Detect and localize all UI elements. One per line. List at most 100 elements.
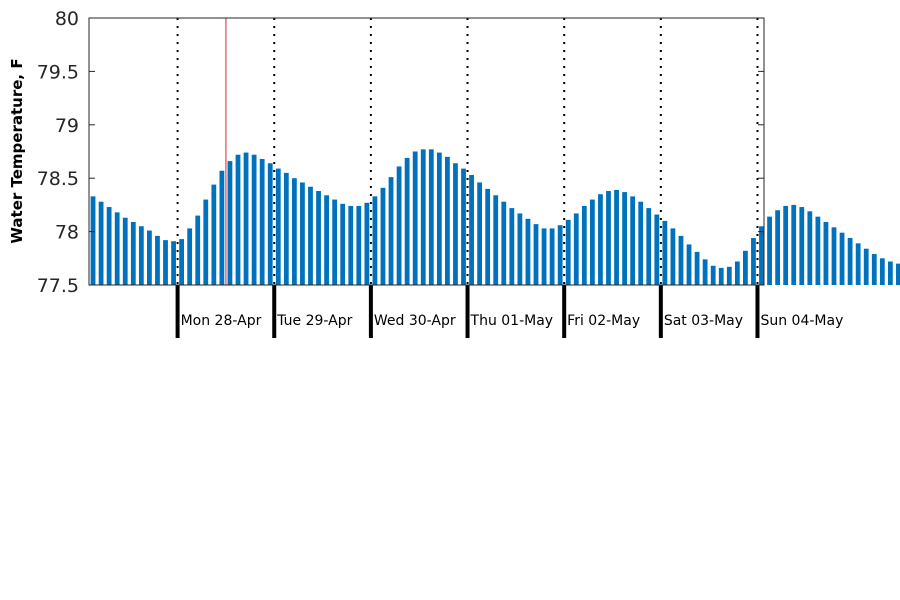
bar [404,157,410,285]
bar [291,178,297,285]
bar [557,225,563,285]
y-tick-label: 79 [55,115,79,137]
bar [630,196,636,285]
bar [348,205,354,285]
day-label: Sun 04-May [760,313,843,329]
bar [485,188,491,285]
bar [259,158,265,285]
bar [316,191,321,285]
bar [251,154,257,285]
bar [364,202,370,285]
bar [767,216,772,285]
bar [702,259,708,285]
bar [718,267,724,285]
bar [380,187,386,285]
bar [807,211,813,285]
bar-series [90,149,900,285]
bar [122,217,128,285]
bar [791,204,797,285]
bar [871,254,877,285]
bar [799,207,805,285]
bar [195,215,201,285]
day-label: Thu 01-May [470,313,554,329]
bar [694,251,700,285]
bar [622,192,627,285]
plot-frame [88,17,765,286]
bar [638,201,644,285]
bar [646,208,652,285]
bar [324,195,329,285]
day-label: Wed 30-Apr [374,313,456,329]
bar [751,238,756,285]
bar [847,238,853,285]
bar [855,243,861,285]
bar [501,201,507,285]
day-label: Fri 02-May [567,313,640,329]
bar [275,168,281,285]
bar [300,182,305,285]
bar [477,182,483,285]
bar [98,201,104,285]
bar [428,149,434,285]
bar [670,228,676,285]
bar [614,189,619,285]
bar [815,216,821,285]
bar [138,226,144,285]
bar [839,232,845,285]
bar [887,261,893,285]
y-axis: 77.5 78 78.5 79 79.5 80 [37,8,764,297]
plot-background [89,18,764,285]
bar [598,194,603,285]
bar [743,250,748,285]
bar [823,221,829,285]
bar [783,205,789,285]
bar [775,210,781,285]
bar [533,224,539,285]
bar [896,263,900,285]
bar [356,205,362,285]
bar [493,195,499,285]
bar [308,186,313,285]
bar [171,241,176,285]
bar [211,184,217,285]
bar [541,228,547,285]
bar [453,163,458,285]
bar [147,230,152,285]
y-tick-label: 77.5 [37,275,79,297]
y-tick-label: 78.5 [37,168,79,190]
bar [831,227,837,285]
bar [509,208,515,285]
day-separators [175,18,760,338]
bar [678,235,684,285]
bar [420,149,426,285]
bar [106,207,112,285]
bar [436,152,442,285]
bar [654,214,660,285]
bar [710,265,716,285]
y-tick-label: 79.5 [37,61,79,83]
bar [606,191,611,285]
bar [879,258,885,285]
bar [163,240,168,285]
bar [283,172,289,285]
day-label: Mon 28-Apr [181,313,262,329]
bar [388,177,394,285]
bar [235,154,241,285]
bar [734,261,740,285]
bar [581,205,587,285]
bar [130,221,136,285]
bar [219,170,225,285]
bar [114,212,120,285]
day-label: Sat 03-May [664,313,743,329]
bar [759,226,764,285]
bar [589,199,595,285]
bar [372,196,378,285]
bar [227,161,233,285]
x-axis-day-labels: Mon 28-Apr Tue 29-Apr Wed 30-Apr Thu 01-May… [181,313,844,329]
y-axis-label: Water Temperature, F [8,58,26,243]
bar [179,239,185,285]
bar [573,213,579,285]
bar [267,163,273,285]
bar [340,203,346,285]
